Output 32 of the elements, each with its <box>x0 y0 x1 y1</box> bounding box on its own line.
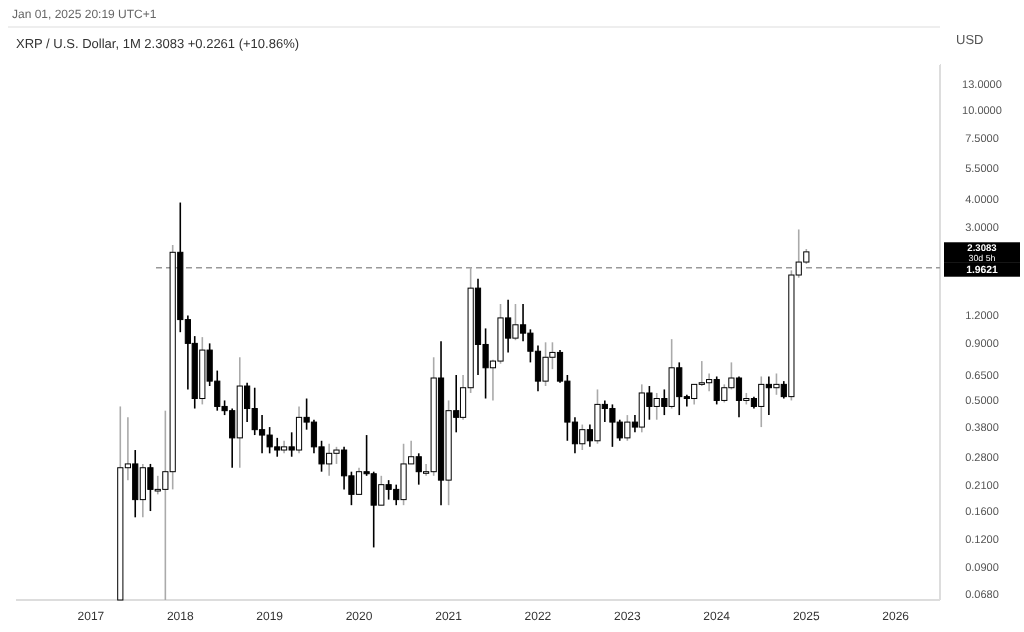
candlestick <box>765 375 772 416</box>
candlestick <box>147 463 154 512</box>
candlestick <box>295 405 303 455</box>
candlestick <box>400 442 407 506</box>
candlestick <box>355 466 363 496</box>
candlestick <box>676 361 683 416</box>
candlestick <box>512 303 519 341</box>
candlestick <box>505 299 512 354</box>
candlestick <box>132 449 139 519</box>
candlestick <box>758 375 765 428</box>
candlestick <box>609 403 616 448</box>
candlestick <box>646 385 653 421</box>
candlestick <box>579 423 586 451</box>
candlestick <box>773 372 780 396</box>
candlestick <box>735 375 743 419</box>
candlestick <box>713 375 720 406</box>
candlestick <box>378 475 385 506</box>
candlestick <box>542 341 549 387</box>
candlestick <box>385 479 392 501</box>
candlestick <box>668 338 675 410</box>
candlestick <box>340 446 348 491</box>
candlestick <box>415 452 422 486</box>
candlestick <box>638 383 645 434</box>
candlestick <box>139 463 146 519</box>
candlestick <box>653 392 660 421</box>
candlestick <box>691 383 698 406</box>
candlestick <box>497 303 504 365</box>
candlestick <box>274 437 281 458</box>
candlestick <box>624 414 631 442</box>
candlestick <box>154 475 161 496</box>
candlestick <box>594 388 601 445</box>
candlestick <box>326 442 333 477</box>
